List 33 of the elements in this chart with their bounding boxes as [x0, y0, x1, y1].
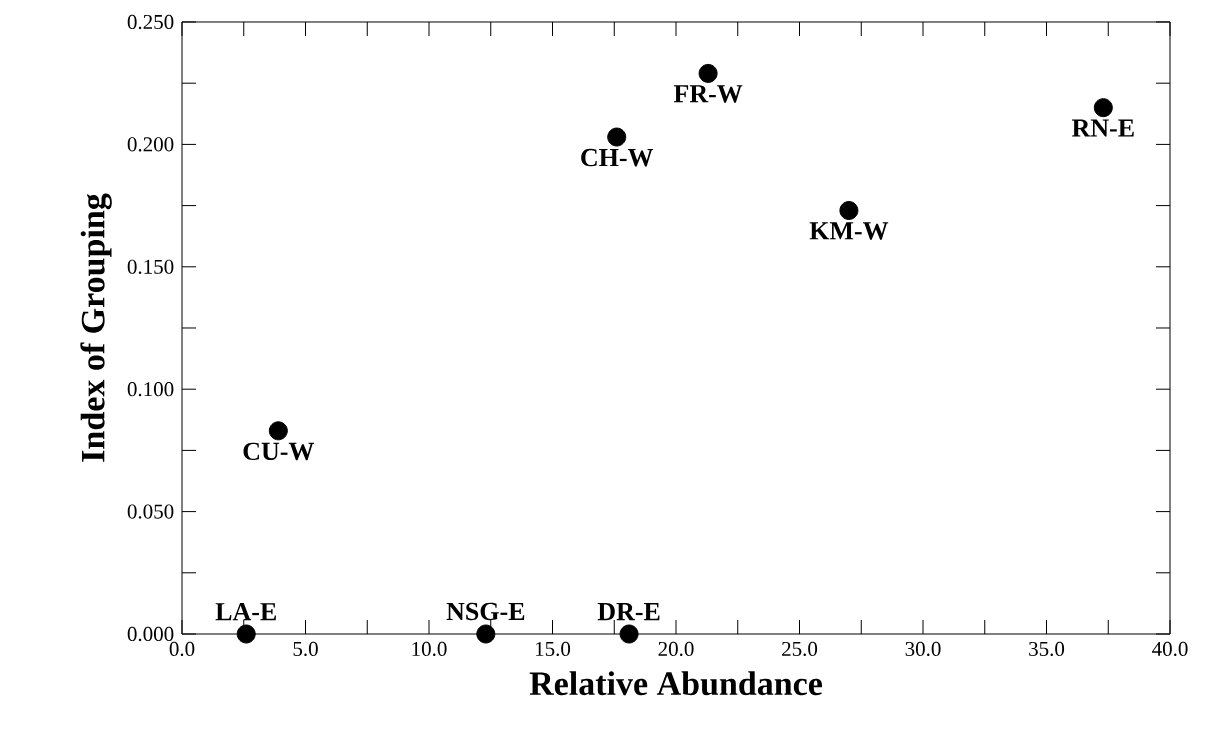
y-axis-title: Index of Grouping: [80, 193, 112, 462]
x-tick-label: 20.0: [658, 641, 694, 657]
annotation: KM-W: [809, 222, 889, 240]
point: [236, 624, 256, 644]
annotation: RN-E: [1071, 119, 1134, 137]
point: [839, 200, 859, 220]
x-tick-label: 0.0: [169, 641, 195, 657]
point: [476, 624, 496, 644]
point: [1093, 98, 1113, 118]
annotation: CU-W: [243, 442, 315, 461]
annotation: FR-W: [673, 85, 743, 103]
y-tick-label: 0.200: [127, 137, 174, 152]
x-tick-label: 35.0: [1029, 641, 1065, 657]
y-tick-label: 0.250: [127, 14, 174, 30]
y-tick-label: 0.050: [127, 504, 174, 519]
point: [268, 421, 288, 441]
annotation: LA-E: [215, 603, 276, 621]
x-tick-label: 40.0: [1152, 641, 1188, 657]
y-tick-label: 0.100: [127, 382, 174, 397]
x-tick-label: 15.0: [535, 641, 571, 657]
x-tick-label: 10.0: [412, 641, 447, 657]
x-tick-label: 25.0: [782, 641, 818, 657]
annotation: CH-W: [581, 148, 654, 167]
y-tick-label: 0.150: [127, 259, 174, 274]
x-axis-title: Relative Abundance: [529, 671, 822, 696]
point: [607, 127, 627, 147]
annotation: NSG-E: [446, 602, 525, 621]
annotation: DR-E: [597, 603, 660, 621]
x-tick-label: 5.0: [293, 641, 318, 657]
y-tick-label: 0.000: [127, 626, 174, 642]
point: [698, 63, 718, 83]
x-tick-label: 30.0: [905, 641, 941, 657]
point: [619, 624, 639, 644]
